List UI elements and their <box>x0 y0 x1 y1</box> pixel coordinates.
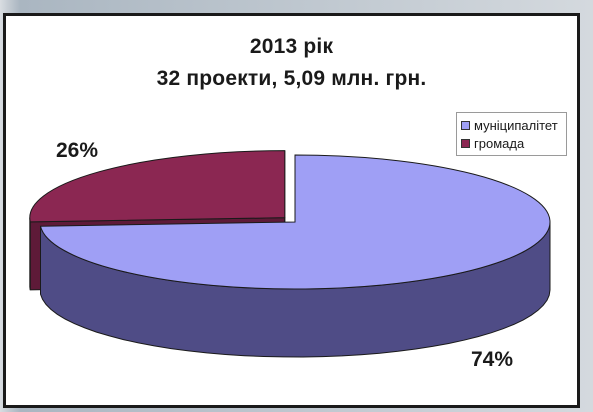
legend-item-community: громада <box>461 134 558 152</box>
pie-slice-municipality <box>39 154 551 290</box>
data-label-municipality: 74% <box>471 348 514 371</box>
pie-slice-community <box>29 150 286 223</box>
pie-chart-svg <box>29 150 551 358</box>
chart-subtitle: 32 проекти, 5,09 млн. грн. <box>156 67 427 90</box>
legend-label-municipality: муніципалітет <box>474 117 558 133</box>
legend-label-community: громада <box>474 135 525 151</box>
pie-layer <box>29 150 551 358</box>
chart-title: 2013 рік <box>249 35 334 58</box>
legend-swatch-community <box>461 138 470 148</box>
legend-item-municipality: муніципалітет <box>461 116 558 134</box>
legend-swatch-municipality <box>461 120 470 130</box>
legend: муніципалітет громада <box>456 112 567 156</box>
data-label-community: 26% <box>56 139 99 162</box>
chart-panel: 2013 рік 32 проекти, 5,09 млн. грн. муні… <box>3 13 580 408</box>
